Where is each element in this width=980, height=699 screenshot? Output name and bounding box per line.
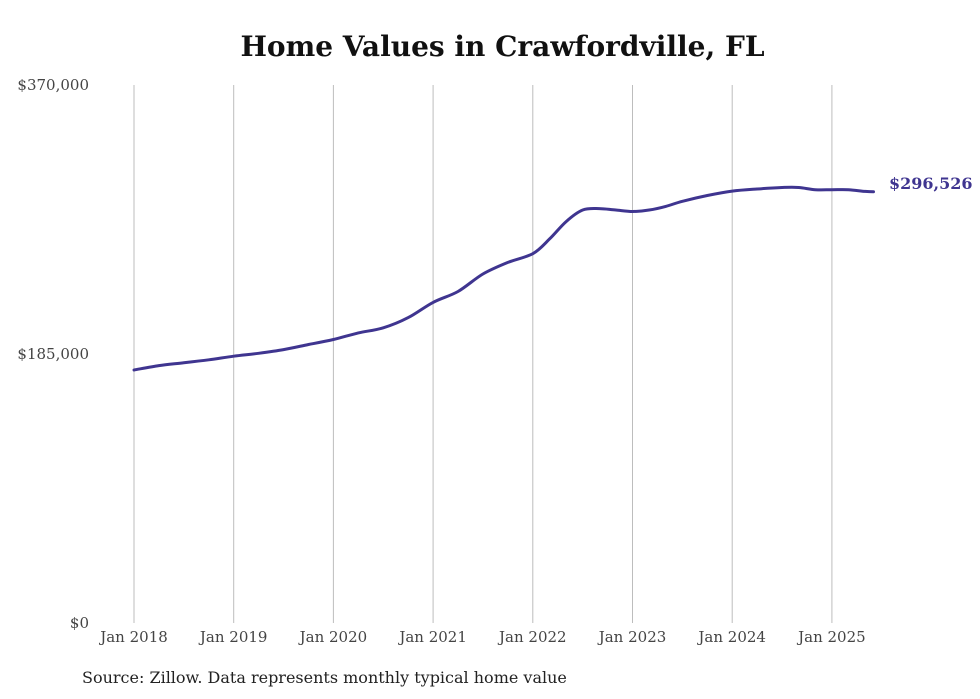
x-tick-label: Jan 2018 (98, 628, 168, 646)
source-note: Source: Zillow. Data represents monthly … (82, 668, 567, 687)
gridlines (133, 85, 833, 623)
series-line-home-value (132, 185, 875, 372)
x-tick-label: Jan 2024 (696, 628, 766, 646)
series-layer: $296,526 (132, 174, 973, 372)
x-tick-label: Jan 2021 (397, 628, 467, 646)
y-axis-ticks: $0 $185,000 $370,000 (17, 76, 89, 632)
chart-title: Home Values in Crawfordville, FL (240, 30, 765, 63)
x-axis-ticks: Jan 2018 Jan 2019 Jan 2020 Jan 2021 Jan 2022… (98, 628, 865, 646)
y-tick-label: $370,000 (17, 76, 89, 94)
y-tick-label: $185,000 (17, 345, 89, 363)
x-tick-label: Jan 2023 (597, 628, 667, 646)
x-tick-label: Jan 2022 (497, 628, 567, 646)
x-tick-label: Jan 2020 (298, 628, 368, 646)
x-tick-label: Jan 2025 (796, 628, 866, 646)
x-tick-label: Jan 2019 (198, 628, 268, 646)
y-tick-label: $0 (70, 614, 89, 632)
end-value-label: $296,526 (889, 174, 973, 193)
